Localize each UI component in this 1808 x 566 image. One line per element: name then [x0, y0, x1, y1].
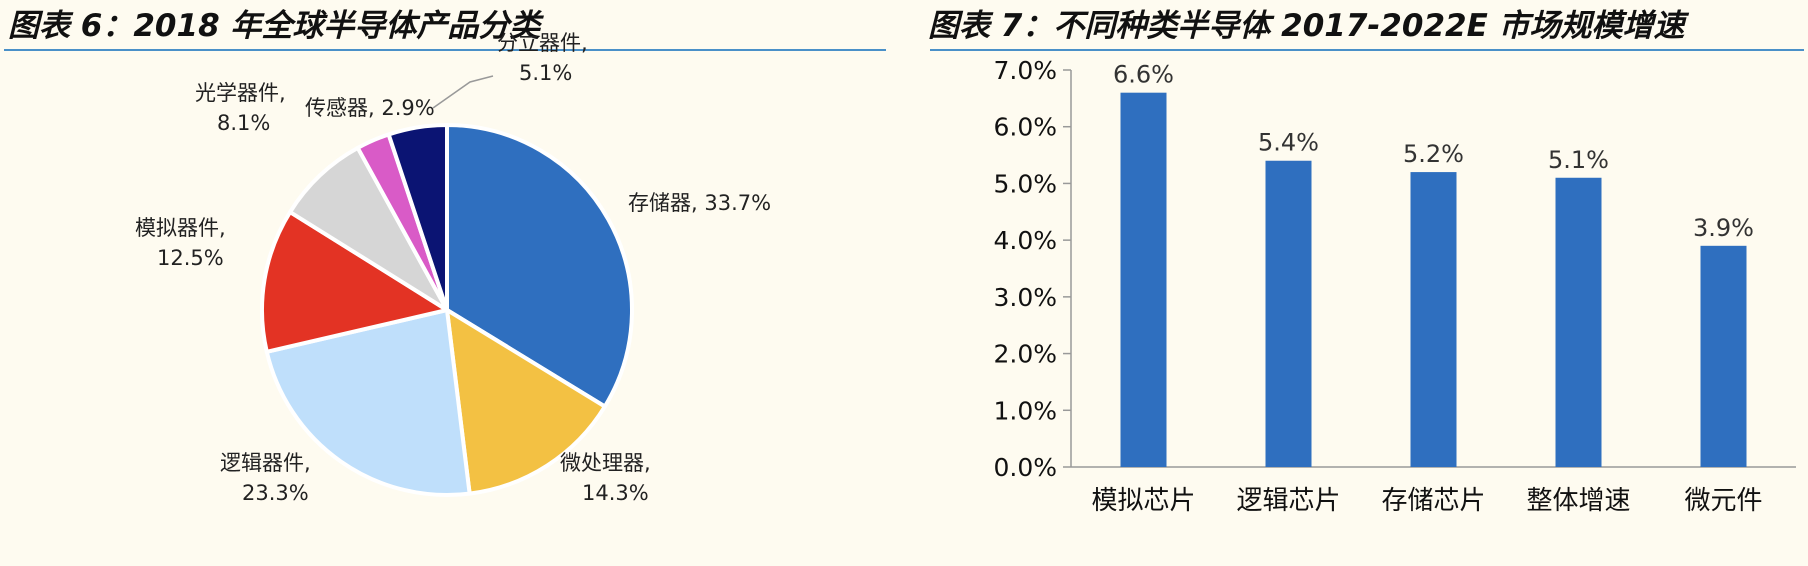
x-category-label: 逻辑芯片 [1236, 486, 1340, 516]
bar-value-label: 6.6% [1113, 61, 1174, 89]
x-category-label: 微元件 [1684, 486, 1762, 516]
x-category-label: 整体增速 [1526, 486, 1630, 516]
bar [1120, 92, 1167, 467]
pie-slice-label: 存储器, 33.7% [628, 191, 771, 215]
y-tick-label: 2.0% [993, 340, 1057, 369]
pie-slice [264, 308, 472, 497]
pie-chart: 存储器, 33.7% 微处理器, 14.3% 逻辑器件, 23.3% 模拟器件, 12.5%… [135, 31, 771, 505]
bar-chart: 0.0% 1.0% 2.0% 3.0% 4.0% 5.0% 6.0% 7.0% 6.6% 模拟芯片… [993, 56, 1796, 516]
y-tick-label: 3.0% [993, 283, 1057, 312]
bar-value-label: 5.2% [1403, 140, 1464, 168]
pie-slice-label: 分立器件, [497, 31, 588, 55]
pie-slice-value: 23.3% [242, 481, 309, 505]
pie-slice-value: 12.5% [157, 246, 224, 270]
bar [1700, 245, 1747, 467]
pie-slice-label: 逻辑器件, [220, 451, 311, 475]
bar-value-label: 5.1% [1548, 146, 1609, 174]
pie-slice [386, 123, 449, 312]
pie-slice-label: 光学器件, [195, 81, 286, 105]
y-tick-label: 6.0% [993, 113, 1057, 142]
pie-slice [260, 210, 449, 354]
pie-chart-panel: 图表 6：2018 年全球半导体产品分类 存储器, 33.7% 微处理器, 14.3… [0, 0, 890, 566]
pie-slice-value: 14.3% [582, 481, 649, 505]
pie-slice-label: 微处理器, [560, 451, 651, 475]
y-tick-label: 1.0% [993, 396, 1057, 425]
pie-leader-line [432, 75, 494, 109]
pie-slice-label: 传感器, 2.9% [305, 96, 435, 120]
bar [1410, 172, 1457, 468]
bar-value-label: 5.4% [1258, 129, 1319, 157]
pie-slice-label: 模拟器件, [135, 216, 226, 240]
pie-slice-value: 8.1% [217, 111, 270, 135]
x-category-label: 存储芯片 [1381, 486, 1485, 516]
y-tick-label: 0.0% [993, 453, 1057, 482]
bar-title-rule [930, 49, 1804, 51]
y-tick-label: 4.0% [993, 226, 1057, 255]
y-tick-label: 5.0% [993, 169, 1057, 198]
pie-chart-title: 图表 6：2018 年全球半导体产品分类 [8, 8, 541, 44]
y-tick-label: 7.0% [993, 56, 1057, 85]
bar [1265, 160, 1312, 467]
x-category-label: 模拟芯片 [1091, 486, 1195, 516]
bar-value-label: 3.9% [1693, 214, 1754, 242]
pie-slice [445, 308, 607, 496]
bar [1555, 177, 1602, 467]
pie-slice-value: 5.1% [519, 61, 572, 85]
bar-chart-title: 图表 7：不同种类半导体 2017-2022E 市场规模增速 [928, 8, 1685, 44]
bar-chart-panel: 图表 7：不同种类半导体 2017-2022E 市场规模增速 0.0% 1.0% 2… [926, 0, 1808, 566]
pie-title-rule [4, 49, 886, 51]
